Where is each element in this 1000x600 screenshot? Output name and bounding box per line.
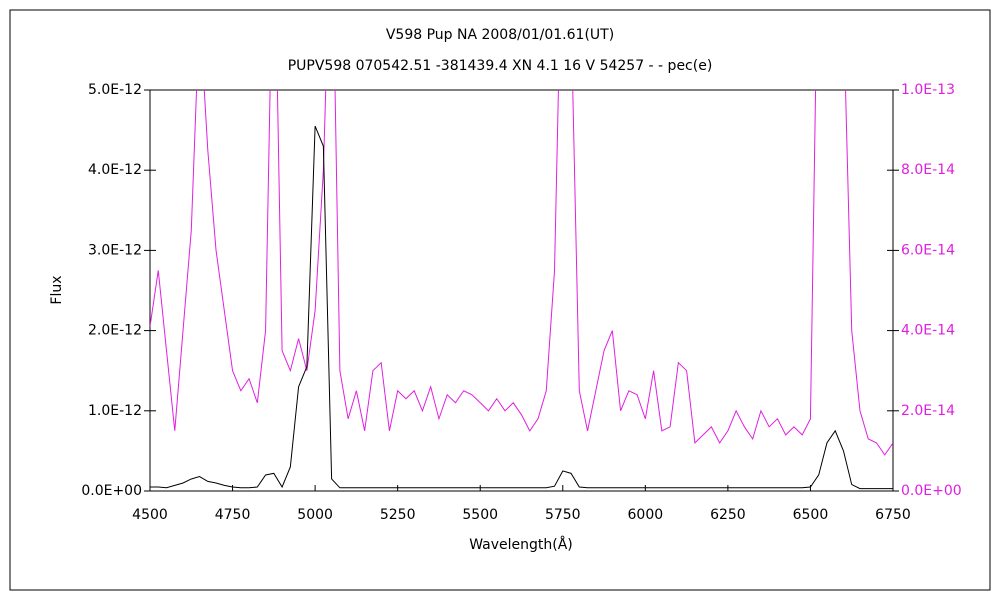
y-tick-label: 5.0E-12	[88, 82, 142, 98]
y-tick-label: 0.0E+00	[81, 483, 142, 499]
y-axis-label: Flux	[49, 275, 65, 304]
spectrum-line	[150, 125, 893, 490]
x-tick-label: 5500	[462, 507, 498, 523]
x-tick-label: 4500	[132, 507, 168, 523]
x-tick-label: 6750	[875, 507, 911, 523]
x-tick-label: 6000	[628, 507, 664, 523]
x-tick-label: 6250	[710, 507, 746, 523]
spectrum-line	[150, 90, 893, 456]
y2-tick-label: 8.0E-14	[901, 162, 955, 178]
y-tick-label: 4.0E-12	[88, 162, 142, 178]
x-tick-label: 5750	[545, 507, 581, 523]
y-tick-label: 2.0E-12	[88, 323, 142, 339]
y2-tick-label: 0.0E+00	[901, 483, 962, 499]
y2-tick-label: 4.0E-14	[901, 323, 955, 339]
y-tick-label: 1.0E-12	[88, 403, 142, 419]
x-tick-label: 4750	[215, 507, 251, 523]
x-axis-label: Wavelength(Å)	[469, 536, 573, 553]
chart-subtitle: PUPV598 070542.51 -381439.4 XN 4.1 16 V …	[288, 58, 713, 74]
x-tick-label: 5250	[380, 507, 416, 523]
frame	[9, 9, 991, 591]
chart-title: V598 Pup NA 2008/01/01.61(UT)	[386, 27, 614, 43]
plot-area	[149, 89, 894, 492]
y2-tick-label: 6.0E-14	[901, 242, 955, 258]
y-tick-label: 3.0E-12	[88, 242, 142, 258]
x-tick-label: 5000	[297, 507, 333, 523]
y2-tick-label: 2.0E-14	[901, 403, 955, 419]
x-tick-label: 6500	[793, 507, 829, 523]
y2-tick-label: 1.0E-13	[901, 82, 955, 98]
